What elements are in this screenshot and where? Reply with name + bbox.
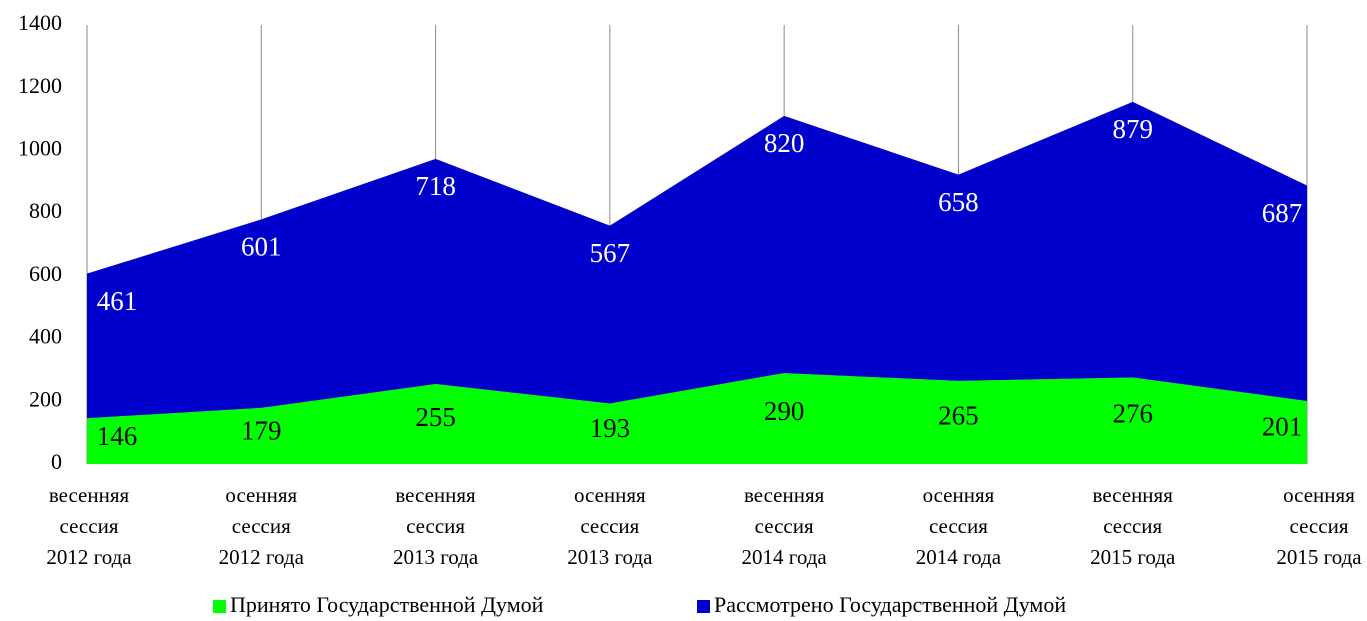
- legend-swatch: [697, 600, 710, 613]
- data-label: 146: [97, 421, 138, 451]
- data-label: 276: [1112, 399, 1153, 429]
- data-label: 601: [241, 232, 282, 262]
- area: [87, 101, 1307, 419]
- y-tick-label: 1200: [18, 73, 62, 98]
- legend-label: Принято Государственной Думой: [230, 592, 544, 617]
- data-label: 658: [938, 187, 979, 217]
- y-tick-label: 200: [29, 386, 62, 411]
- y-tick-label: 800: [29, 198, 62, 223]
- x-tick-label: весенняя сессия 2012 года: [46, 483, 132, 569]
- data-label: 290: [764, 396, 805, 426]
- y-tick-label: 400: [29, 324, 62, 349]
- legend-swatch: [213, 600, 226, 613]
- y-tick-label: 1000: [18, 135, 62, 160]
- data-label: 193: [590, 413, 631, 443]
- data-label: 879: [1112, 114, 1153, 144]
- y-tick-label: 0: [51, 449, 62, 474]
- x-tick-label: осенняя сессия 2014 года: [916, 483, 1002, 569]
- x-tick-label: весенняя сессия 2013 года: [393, 483, 479, 569]
- legend-label: Рассмотрено Государственной Думой: [714, 592, 1066, 617]
- y-tick-label: 600: [29, 261, 62, 286]
- data-label: 820: [764, 128, 805, 158]
- data-label: 567: [590, 238, 631, 268]
- data-label: 687: [1262, 198, 1303, 228]
- data-label: 718: [415, 171, 456, 201]
- data-label: 461: [97, 286, 138, 316]
- data-label: 255: [415, 402, 456, 432]
- y-tick-label: 1400: [18, 10, 62, 35]
- x-tick-label: весенняя сессия 2014 года: [742, 483, 828, 569]
- x-tick-label: осенняя сессия 2013 года: [567, 483, 653, 569]
- data-label: 179: [241, 415, 282, 445]
- x-tick-label: осенняя сессия 2015 года: [1276, 483, 1362, 569]
- x-tick-label: осенняя сессия 2012 года: [219, 483, 305, 569]
- area: [87, 373, 1307, 464]
- data-label: 201: [1262, 412, 1303, 442]
- x-tick-label: весенняя сессия 2015 года: [1090, 483, 1176, 569]
- data-label: 265: [938, 401, 979, 431]
